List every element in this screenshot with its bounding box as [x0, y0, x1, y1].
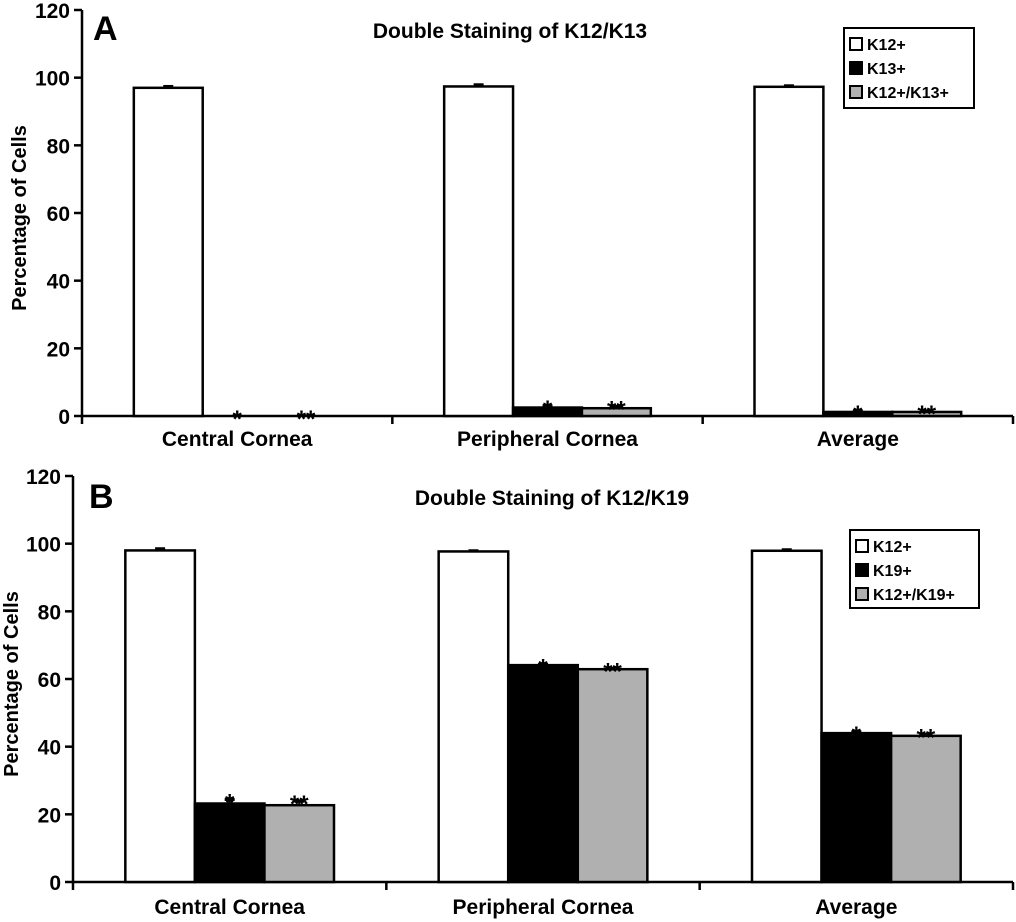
legend-label: K12+	[873, 539, 912, 556]
significance-marker: *	[543, 396, 553, 423]
bar-k19--average	[820, 731, 893, 884]
bar-k12--central-cornea	[124, 549, 197, 884]
legend-swatch	[849, 37, 863, 51]
legend-label: K12+/K19+	[873, 587, 955, 604]
legend-swatch	[855, 587, 869, 601]
bar-k19--peripheral-cornea	[506, 663, 580, 884]
significance-marker: **	[917, 401, 936, 428]
y-tick-label: 0	[49, 872, 61, 895]
chart-title: Double Staining of K12/K19	[415, 487, 689, 510]
x-category-label: Peripheral Cornea	[457, 428, 638, 451]
legend: K12+ K13+ K12+/K13+	[843, 27, 975, 109]
y-tick-label: 120	[35, 0, 70, 23]
y-tick-label: 80	[47, 135, 70, 158]
panel-letter: A	[93, 10, 118, 48]
bar-k12--average	[753, 85, 825, 418]
y-tick-label: 60	[38, 669, 61, 692]
bar-k12--central-cornea	[132, 86, 204, 418]
chart-title: Double Staining of K12/K13	[373, 20, 647, 43]
bar-k12-k19--average	[889, 734, 962, 884]
x-category-label: Central Cornea	[154, 896, 305, 919]
y-tick-label: 100	[35, 68, 70, 91]
y-tick-label: 100	[26, 534, 61, 557]
y-axis-label: Percentage of Cells	[9, 125, 31, 311]
significance-marker: *	[225, 789, 235, 816]
legend-swatch	[855, 539, 869, 553]
y-tick-label: 40	[38, 737, 61, 760]
significance-marker: *	[853, 401, 863, 428]
significance-marker: *	[538, 654, 548, 681]
legend-label: K19+	[873, 563, 912, 580]
significance-marker: *	[852, 722, 862, 749]
legend-box	[843, 27, 975, 109]
y-tick-label: 40	[47, 271, 70, 294]
legend-label: K12+	[867, 37, 906, 54]
bar-k12--peripheral-cornea	[437, 550, 510, 884]
significance-marker: **	[917, 724, 936, 751]
legend-swatch	[849, 85, 863, 99]
legend-box	[849, 529, 980, 609]
significance-marker: **	[290, 791, 309, 818]
y-tick-label: 0	[58, 406, 70, 429]
panel-letter: B	[89, 478, 114, 516]
significance-marker: **	[297, 406, 316, 433]
y-tick-label: 120	[26, 466, 61, 489]
y-axis-label: Percentage of Cells	[1, 591, 23, 777]
y-tick-label: 20	[38, 804, 61, 827]
x-category-label: Average	[817, 428, 899, 451]
legend-label: K12+/K13+	[867, 85, 949, 102]
y-tick-label: 80	[38, 601, 61, 624]
legend-swatch	[855, 563, 869, 577]
bar-k12--average	[750, 549, 823, 884]
bar-k12--peripheral-cornea	[442, 85, 515, 418]
significance-marker: **	[603, 659, 622, 686]
x-category-label: Peripheral Cornea	[453, 896, 634, 919]
x-category-label: Average	[815, 896, 897, 919]
legend-swatch	[849, 61, 863, 75]
panel-b: 0 20 40 60 80 100 120 Percentage of Cells Centra…	[1, 466, 1015, 919]
panel-a: 0 20 40 60 80 100 120 Percentage of Cells Centra…	[9, 0, 1015, 451]
y-tick-label: 20	[47, 338, 70, 361]
legend: K12+ K19+ K12+/K19+	[849, 529, 980, 609]
legend-label: K13+	[867, 61, 906, 78]
bar-k12-k19--peripheral-cornea	[576, 667, 649, 884]
x-category-label: Central Cornea	[162, 428, 313, 451]
significance-marker: **	[607, 397, 626, 424]
significance-marker: *	[232, 406, 242, 433]
y-tick-label: 60	[47, 203, 70, 226]
